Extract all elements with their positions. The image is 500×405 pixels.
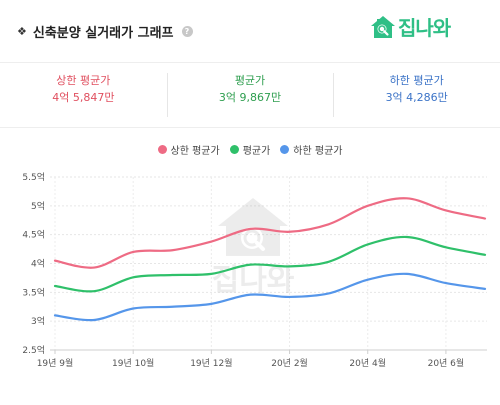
graph-title-text: 신축분양 실거래가 그래프 [32, 26, 174, 41]
chart-legend: 상한 평균가 평균가 하한 평균가 [0, 142, 500, 157]
legend-item-upper[interactable]: 상한 평균가 [157, 142, 220, 157]
watermark: 집나와 [212, 198, 295, 298]
series-line-lower [53, 272, 487, 322]
series [53, 197, 487, 322]
help-icon[interactable]: ? [181, 26, 193, 37]
legend-dot-lower [280, 145, 290, 154]
stat-lower: 하한 평균가 3억 4,286만 [333, 63, 500, 127]
series-line-upper [53, 197, 487, 269]
x-tick-label: 20년 2월 [271, 357, 308, 369]
graph-title: ❖ 신축분양 실거래가 그래프 ? [17, 22, 193, 41]
legend-label-upper: 상한 평균가 [170, 146, 220, 157]
y-tick-label: 3억 [31, 315, 45, 327]
brand-name: 집나와 [398, 16, 451, 40]
x-tick-label: 20년 4월 [349, 357, 386, 369]
legend-item-lower[interactable]: 하한 평균가 [280, 142, 342, 157]
house-search-icon [371, 15, 395, 38]
y-tick-label: 4.5억 [22, 229, 45, 241]
brand-logo[interactable]: 집나와 [370, 12, 451, 41]
stat-upper-value: 4억 5,847만 [52, 91, 115, 104]
y-tick-label: 5억 [31, 200, 45, 212]
legend-item-average[interactable]: 평균가 [229, 142, 271, 157]
x-tick-label: 20년 6월 [428, 357, 465, 369]
price-line-chart: 2.5억 3억 3.5억 4억 4.5억 5억 5.5억 19년 9월 19년 10월 19년 1… [22, 171, 487, 369]
legend-label-lower: 하한 평균가 [293, 146, 343, 157]
x-tick-label: 19년 12월 [190, 357, 232, 369]
stat-upper: 상한 평균가 4억 5,847만 [0, 63, 167, 127]
header: ❖ 신축분양 실거래가 그래프 ? 집나와 [0, 0, 500, 62]
stat-lower-label: 하한 평균가 [389, 74, 444, 87]
x-tick-label: 19년 10월 [112, 357, 154, 369]
stat-average-label: 평균가 [234, 74, 266, 87]
y-tick-label: 4억 [31, 258, 45, 270]
legend-dot-average [229, 145, 239, 154]
stat-average: 평균가 3억 9,867만 [166, 63, 334, 127]
stat-lower-value: 3억 4,286만 [385, 91, 448, 104]
watermark-house-icon [218, 198, 288, 256]
watermark-text: 집나와 [212, 263, 295, 298]
y-tick-label: 2.5억 [22, 344, 45, 356]
legend-dot-upper [157, 145, 167, 154]
diamond-icon: ❖ [17, 25, 27, 38]
legend-label-average: 평균가 [242, 146, 271, 157]
stat-upper-label: 상한 평균가 [56, 74, 111, 87]
series-line-average [53, 235, 487, 293]
price-summary: 상한 평균가 4억 5,847만 평균가 3억 9,867만 하한 평균가 3억… [0, 62, 500, 128]
stat-average-value: 3억 9,867만 [218, 91, 282, 104]
y-tick-label: 3.5억 [22, 286, 45, 298]
x-tick-label: 19년 9월 [37, 357, 74, 369]
y-tick-label: 5.5억 [22, 171, 45, 183]
axis: 2.5억 3억 3.5억 4억 4.5억 5억 5.5억 19년 9월 19년 10월 19년 1… [22, 171, 487, 369]
